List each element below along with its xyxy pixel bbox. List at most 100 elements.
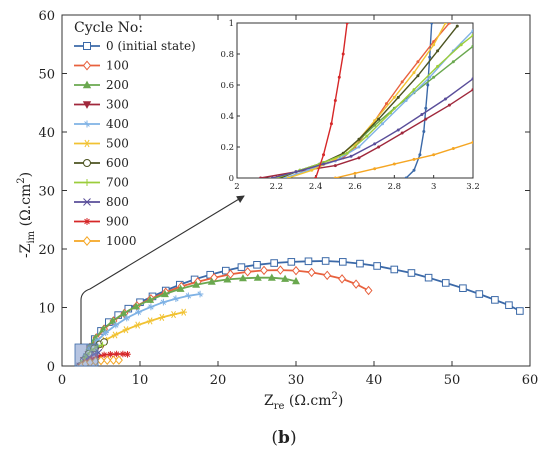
inset-data-point: [412, 88, 416, 92]
data-point: [123, 314, 131, 322]
inset-data-point: [259, 176, 263, 178]
legend-label: 300: [106, 98, 129, 112]
legend-entry: 200: [74, 78, 129, 92]
x-axis-title-main: Z: [264, 393, 274, 409]
legend-label: 500: [106, 137, 129, 151]
legend-entry: 900: [74, 215, 129, 229]
legend-entry: 300: [74, 98, 129, 112]
inset-data-point: [436, 64, 440, 68]
x-axis-title-sub: re: [274, 401, 285, 412]
data-point: [100, 351, 108, 359]
data-point: [424, 273, 433, 282]
inset-data-point: [436, 49, 440, 53]
legend-entry: 100: [74, 59, 129, 73]
legend-marker: [82, 101, 92, 109]
inset-data-point: [286, 176, 290, 178]
inset-frame: [236, 22, 474, 179]
inset-axis-ticks: 2 2.2 2.4 2.6 2.8 3 3.2 0 0.2 0.4 0.6 0.8 1: [220, 19, 479, 192]
data-point: [276, 265, 285, 275]
y-axis-title-prefix: -Z: [18, 243, 34, 258]
y-tick-label: 20: [38, 243, 55, 258]
data-point: [160, 289, 169, 298]
inset-data-point: [471, 44, 473, 48]
inset-data-point: [310, 168, 314, 172]
data-point: [180, 308, 187, 316]
data-point: [260, 265, 268, 276]
data-point: [176, 284, 185, 292]
inset-data-point: [451, 60, 455, 64]
legend-marker: [83, 42, 91, 50]
inset-data-point: [443, 23, 447, 25]
inset-series-10: [333, 140, 473, 178]
figure-caption: (b): [271, 428, 296, 448]
data-point: [253, 260, 261, 269]
x-tick-label: 40: [366, 373, 383, 388]
data-point: [135, 308, 142, 316]
inset-data-point: [459, 43, 463, 47]
inset-data-point: [426, 83, 430, 87]
inset-x-tick-label: 3: [431, 182, 436, 192]
y-tick-label: 0: [47, 360, 55, 375]
inset-series-line: [335, 141, 473, 178]
data-point: [97, 355, 105, 366]
y-tick-label: 40: [38, 126, 55, 141]
main-series-group: [76, 257, 524, 366]
caption-paren-open: (: [271, 428, 278, 448]
zoom-connector: [80, 195, 245, 344]
legend-title: Cycle No:: [74, 20, 143, 36]
data-point: [281, 274, 290, 282]
y-tick-label: 60: [38, 9, 55, 24]
inset-data-point: [270, 176, 274, 178]
data-point: [111, 331, 119, 339]
inset-data-point: [396, 95, 400, 99]
data-point: [441, 279, 450, 287]
inset-data-point: [418, 153, 422, 157]
inset-data-point: [322, 153, 326, 157]
x-axis-title-close: ): [338, 393, 343, 409]
data-point: [132, 302, 141, 310]
data-point: [185, 292, 192, 300]
legend-label: 900: [106, 215, 129, 229]
data-point: [364, 285, 373, 296]
inset-data-point: [392, 95, 396, 99]
legend-label: 400: [106, 117, 129, 131]
x-tick-label: 30: [288, 373, 305, 388]
data-point: [113, 350, 120, 358]
inset-data-point: [329, 122, 333, 126]
data-point: [304, 257, 313, 266]
inset-data-point: [404, 99, 408, 102]
data-point: [146, 295, 155, 303]
data-point: [226, 269, 235, 279]
data-point: [356, 259, 364, 268]
data-point: [307, 267, 316, 278]
inset-data-point: [471, 33, 473, 37]
legend-label: 100: [106, 59, 129, 73]
data-point: [475, 290, 484, 298]
zoom-region: [74, 343, 99, 367]
data-point: [253, 273, 262, 281]
inset-data-point: [345, 151, 349, 155]
inset-data-point: [353, 171, 357, 175]
inset-x-tick-label: 2.6: [348, 182, 362, 192]
inset-data-point: [365, 134, 369, 138]
inset-data-point: [388, 111, 392, 115]
data-point: [124, 351, 131, 358]
data-point: [238, 274, 247, 282]
data-point: [192, 280, 201, 288]
data-point: [196, 290, 204, 298]
inset-data-point: [416, 74, 420, 78]
inset-x-tick-label: 3.2: [466, 182, 480, 192]
data-point: [119, 309, 128, 317]
inset-data-point: [430, 23, 434, 25]
inset-data-point: [455, 24, 459, 28]
data-point: [108, 316, 117, 324]
y-axis-title-unit: (Ω.cm: [18, 184, 34, 231]
data-point: [207, 277, 216, 285]
inset-data-point: [404, 176, 408, 178]
inset-y-tick-label: 0.2: [220, 143, 234, 153]
data-point: [373, 262, 381, 270]
inset-y-tick-label: 0.8: [220, 50, 234, 60]
legend-label: 800: [106, 195, 129, 209]
data-point: [323, 270, 332, 281]
inset-data-point: [357, 137, 361, 141]
